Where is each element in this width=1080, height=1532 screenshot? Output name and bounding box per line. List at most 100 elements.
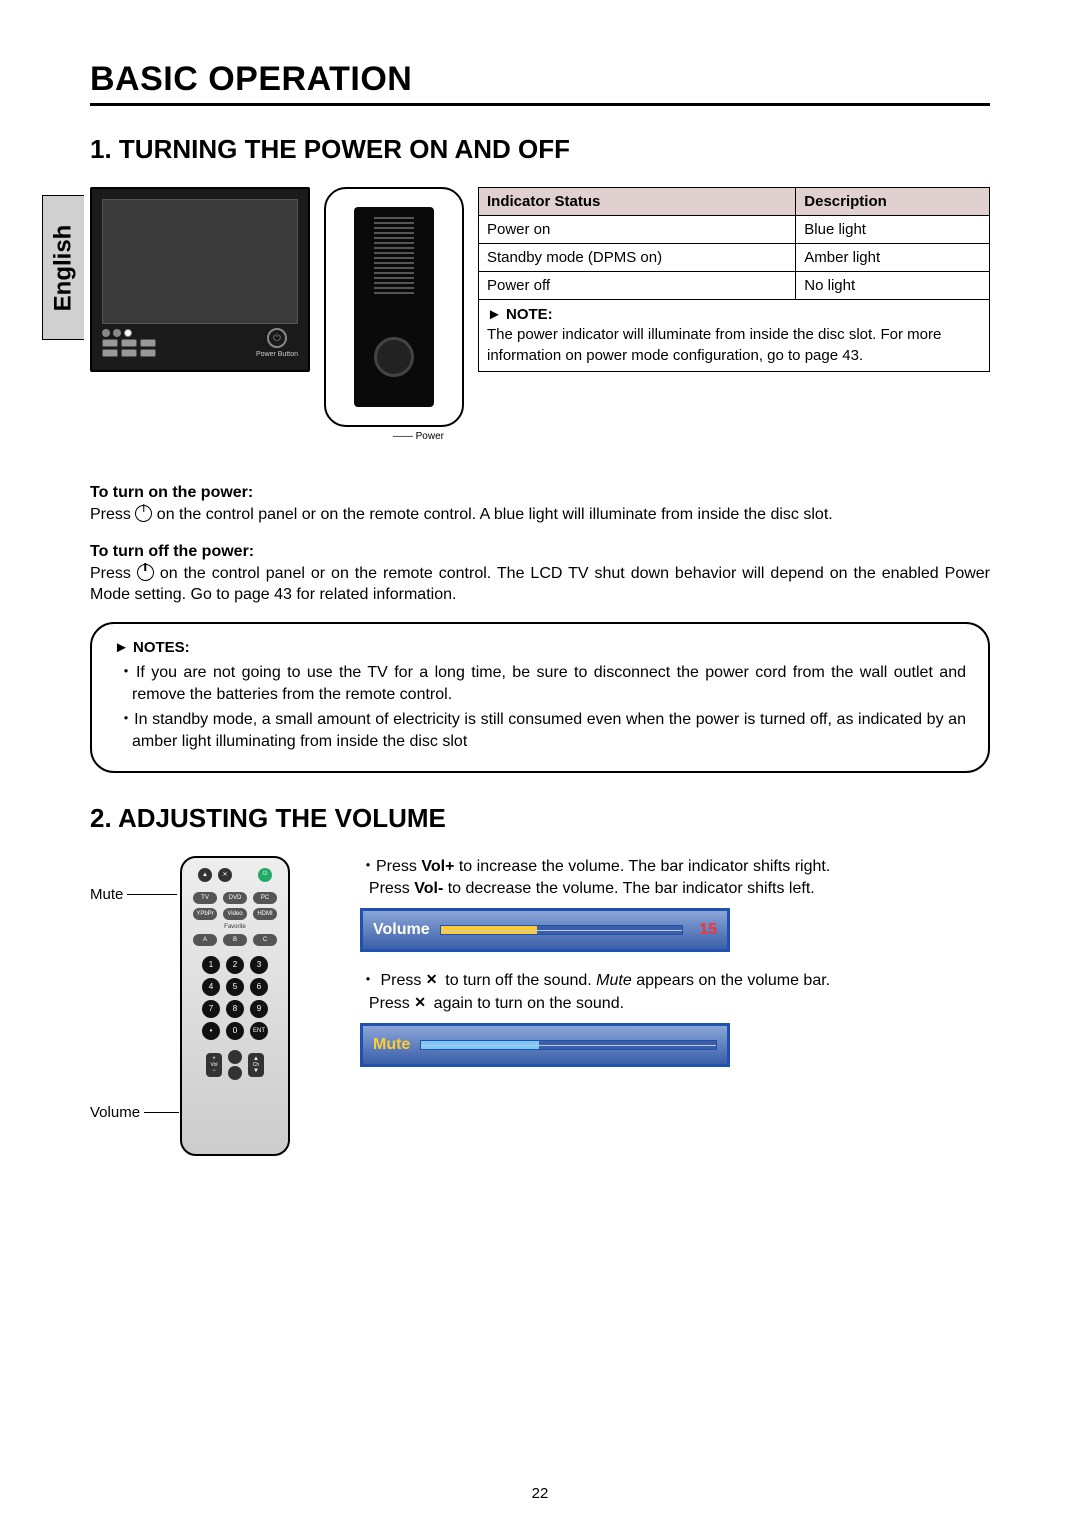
volume-line bbox=[441, 930, 683, 931]
volume-bar: Volume 15 bbox=[360, 908, 730, 952]
notes-item: ・If you are not going to use the TV for … bbox=[118, 662, 966, 705]
mute-instruction-1: ・ Press to turn off the sound. Mute appe… bbox=[360, 970, 990, 1015]
remote-column: Mute Volume ▲ ✕ ⏻ TV DVD PC YPbPr Video … bbox=[90, 856, 340, 1156]
section-1-heading: 1. TURNING THE POWER ON AND OFF bbox=[90, 134, 990, 165]
remote-power-icon: ⏻ bbox=[258, 868, 272, 882]
mute-icon bbox=[414, 995, 429, 1010]
remote-btn bbox=[228, 1066, 242, 1080]
speaker-caption: —— Power bbox=[393, 431, 444, 442]
table-note-row: ► NOTE: The power indicator will illumin… bbox=[479, 300, 990, 372]
remote-num: 3 bbox=[250, 956, 268, 974]
tv-btn bbox=[121, 349, 137, 357]
remote-btn: DVD bbox=[223, 892, 247, 904]
cell-desc: Amber light bbox=[796, 244, 990, 272]
remote-ch-rocker: ▲ Ch ▼ bbox=[248, 1053, 264, 1077]
volume-content: ・Press Vol+ to increase the volume. The … bbox=[360, 856, 990, 1086]
volume-bar-label: Volume bbox=[373, 919, 430, 941]
remote-btn: HDMI bbox=[253, 908, 277, 920]
tv-btn bbox=[102, 349, 118, 357]
turn-off-heading: To turn off the power: bbox=[90, 543, 254, 560]
tv-dot bbox=[113, 329, 121, 337]
language-tab-label: English bbox=[50, 224, 78, 311]
favorite-label: Favorite bbox=[224, 924, 246, 930]
remote-num: 8 bbox=[226, 1000, 244, 1018]
speaker-inner bbox=[354, 207, 434, 407]
turn-on-post: on the control panel or on the remote co… bbox=[152, 506, 832, 523]
indicator-table: Indicator Status Description Power on Bl… bbox=[478, 187, 990, 372]
mute-callout: Mute bbox=[90, 886, 177, 903]
remote-btn: B bbox=[223, 934, 247, 946]
tv-box: ⏻ Power Button bbox=[90, 187, 310, 372]
tv-btn bbox=[140, 339, 156, 347]
mute-bar-label: Mute bbox=[373, 1034, 410, 1056]
page-number: 22 bbox=[532, 1485, 549, 1502]
power-button-label: Power Button bbox=[256, 351, 298, 358]
table-row: Power on Blue light bbox=[479, 216, 990, 244]
mute-track bbox=[420, 1040, 717, 1050]
volume-track bbox=[440, 925, 684, 935]
remote-btn: C bbox=[253, 934, 277, 946]
remote-num: 9 bbox=[250, 1000, 268, 1018]
mute-bar: Mute bbox=[360, 1023, 730, 1067]
cell-status: Power off bbox=[479, 272, 796, 300]
remote-btn: Video bbox=[223, 908, 247, 920]
notes-item: ・In standby mode, a small amount of elec… bbox=[118, 709, 966, 752]
turn-off-pre: Press bbox=[90, 565, 137, 582]
turn-off-block: To turn off the power: Press on the cont… bbox=[90, 541, 990, 606]
remote-illustration: ▲ ✕ ⏻ TV DVD PC YPbPr Video HDMI Favorit… bbox=[180, 856, 290, 1156]
turn-on-pre: Press bbox=[90, 506, 135, 523]
remote-num: ENT bbox=[250, 1022, 268, 1040]
tv-btn bbox=[121, 339, 137, 347]
remote-num: 4 bbox=[202, 978, 220, 996]
page-title: BASIC OPERATION bbox=[90, 60, 990, 106]
mute-line bbox=[421, 1045, 716, 1046]
tv-btn bbox=[102, 339, 118, 347]
speaker-illustration: —— Power bbox=[324, 187, 464, 442]
note-text: The power indicator will illuminate from… bbox=[487, 326, 941, 363]
remote-vol-rocker: + Vol − bbox=[206, 1053, 222, 1077]
remote-num: 6 bbox=[250, 978, 268, 996]
cell-desc: No light bbox=[796, 272, 990, 300]
table-head-status: Indicator Status bbox=[479, 188, 796, 216]
power-icon bbox=[137, 564, 154, 581]
turn-on-heading: To turn on the power: bbox=[90, 484, 253, 501]
speaker-box bbox=[324, 187, 464, 427]
power-row: ⏻ Power Button —— Power Indicator Status… bbox=[90, 187, 990, 442]
table-row: Power off No light bbox=[479, 272, 990, 300]
remote-num: 1 bbox=[202, 956, 220, 974]
volume-value: 15 bbox=[699, 919, 717, 941]
remote-num: 0 bbox=[226, 1022, 244, 1040]
remote-btn bbox=[228, 1050, 242, 1064]
speaker-stripes bbox=[374, 217, 414, 297]
table-head-desc: Description bbox=[796, 188, 990, 216]
cell-status: Power on bbox=[479, 216, 796, 244]
remote-num: 2 bbox=[226, 956, 244, 974]
cell-desc: Blue light bbox=[796, 216, 990, 244]
remote-num: 7 bbox=[202, 1000, 220, 1018]
language-tab: English bbox=[42, 195, 84, 340]
notes-box: ► NOTES: ・If you are not going to use th… bbox=[90, 622, 990, 773]
remote-num: • bbox=[202, 1022, 220, 1040]
tv-btn bbox=[140, 349, 156, 357]
remote-num: 5 bbox=[226, 978, 244, 996]
turn-off-post: on the control panel or on the remote co… bbox=[90, 565, 990, 604]
remote-btn: A bbox=[193, 934, 217, 946]
remote-btn: TV bbox=[193, 892, 217, 904]
cell-status: Standby mode (DPMS on) bbox=[479, 244, 796, 272]
indicator-table-wrapper: Indicator Status Description Power on Bl… bbox=[478, 187, 990, 372]
remote-btn: PC bbox=[253, 892, 277, 904]
remote-btn: YPbPr bbox=[193, 908, 217, 920]
remote-eject-icon: ▲ bbox=[198, 868, 212, 882]
tv-screen bbox=[102, 199, 298, 324]
volume-row: Mute Volume ▲ ✕ ⏻ TV DVD PC YPbPr Video … bbox=[90, 856, 990, 1156]
turn-on-block: To turn on the power: Press on the contr… bbox=[90, 482, 990, 525]
power-button-icon: ⏻ bbox=[267, 328, 287, 348]
notes-heading: ► NOTES: bbox=[114, 638, 966, 658]
note-heading: ► NOTE: bbox=[487, 306, 553, 323]
tv-dot bbox=[102, 329, 110, 337]
table-row: Standby mode (DPMS on) Amber light bbox=[479, 244, 990, 272]
tv-base: ⏻ Power Button bbox=[102, 328, 298, 358]
tv-illustration: ⏻ Power Button bbox=[90, 187, 310, 372]
vol-instruction-1: ・Press Vol+ to increase the volume. The … bbox=[360, 856, 990, 901]
power-icon bbox=[135, 505, 152, 522]
